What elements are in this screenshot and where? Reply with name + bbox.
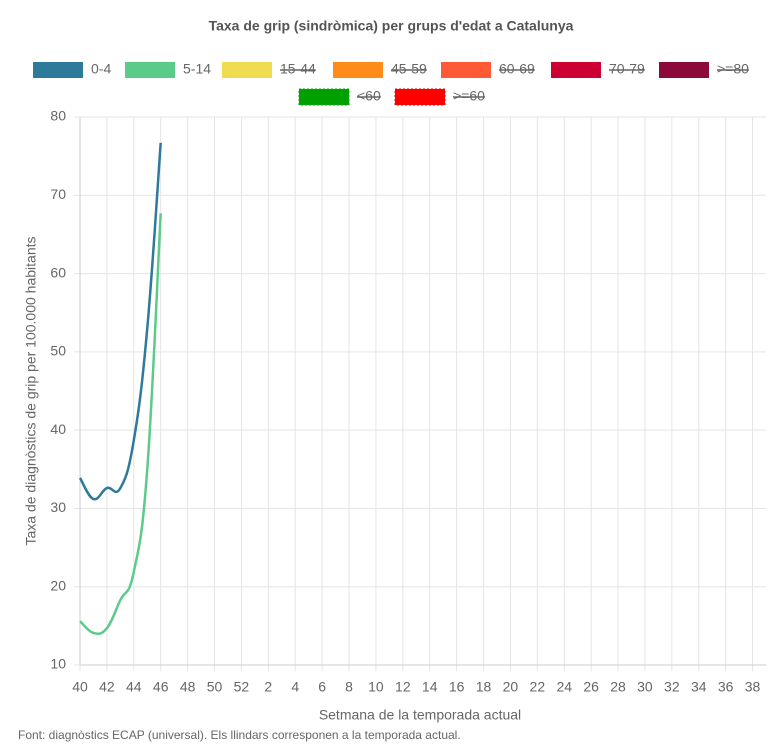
x-tick-label: 10 <box>368 679 384 695</box>
x-tick-label: 32 <box>664 679 680 695</box>
y-tick-label: 20 <box>50 577 66 593</box>
x-tick-label: 12 <box>395 679 411 695</box>
x-tick-label: 42 <box>99 679 115 695</box>
x-tick-label: 6 <box>318 679 326 695</box>
x-tick-label: 34 <box>691 679 707 695</box>
x-tick-label: 30 <box>637 679 653 695</box>
chart-title: Taxa de grip (sindròmica) per grups d'ed… <box>209 18 574 34</box>
legend-label[interactable]: >=80 <box>717 61 749 77</box>
x-tick-label: 36 <box>718 679 734 695</box>
x-tick-label: 24 <box>556 679 572 695</box>
x-tick-label: 2 <box>264 679 272 695</box>
x-tick-label: 40 <box>72 679 88 695</box>
legend-swatch[interactable] <box>125 62 175 78</box>
legend-label[interactable]: >=60 <box>453 88 485 104</box>
y-axis-title: Taxa de diagnòstics de grip per 100.000 … <box>23 237 39 546</box>
legend-label[interactable]: 0-4 <box>91 61 111 77</box>
y-tick-label: 10 <box>50 656 66 672</box>
x-tick-label: 16 <box>449 679 465 695</box>
y-tick-label: 60 <box>50 264 66 280</box>
legend-swatch[interactable] <box>394 88 446 106</box>
legend-label[interactable]: 5-14 <box>183 61 211 77</box>
legend-swatch[interactable] <box>298 88 350 106</box>
x-tick-label: 46 <box>153 679 169 695</box>
x-tick-label: 52 <box>234 679 250 695</box>
y-tick-label: 40 <box>50 421 66 437</box>
x-axis-title: Setmana de la temporada actual <box>319 707 521 723</box>
x-tick-label: 22 <box>530 679 546 695</box>
y-tick-label: 70 <box>50 186 66 202</box>
legend-label[interactable]: 15-44 <box>280 61 316 77</box>
x-tick-label: 14 <box>422 679 438 695</box>
legend-label[interactable]: 45-59 <box>391 61 427 77</box>
legend-label[interactable]: 70-79 <box>609 61 645 77</box>
x-tick-label: 50 <box>207 679 223 695</box>
x-tick-label: 20 <box>503 679 519 695</box>
x-tick-label: 4 <box>291 679 299 695</box>
legend-label[interactable]: <60 <box>357 88 381 104</box>
y-tick-label: 50 <box>50 343 66 359</box>
legend-swatch[interactable] <box>441 62 491 78</box>
y-tick-label: 80 <box>50 108 66 124</box>
x-tick-label: 28 <box>610 679 626 695</box>
legend-swatch[interactable] <box>222 62 272 78</box>
legend-swatch[interactable] <box>33 62 83 78</box>
x-tick-label: 26 <box>583 679 599 695</box>
legend-label[interactable]: 60-69 <box>499 61 535 77</box>
footnote: Font: diagnòstics ECAP (universal). Els … <box>18 728 461 742</box>
x-tick-label: 48 <box>180 679 196 695</box>
x-tick-label: 38 <box>745 679 761 695</box>
legend-swatch[interactable] <box>333 62 383 78</box>
x-tick-label: 18 <box>476 679 492 695</box>
legend-swatch[interactable] <box>551 62 601 78</box>
y-tick-label: 30 <box>50 499 66 515</box>
x-tick-label: 8 <box>345 679 353 695</box>
series-line <box>78 142 162 501</box>
legend-swatch[interactable] <box>659 62 709 78</box>
series-line <box>79 213 162 636</box>
x-tick-label: 44 <box>126 679 142 695</box>
